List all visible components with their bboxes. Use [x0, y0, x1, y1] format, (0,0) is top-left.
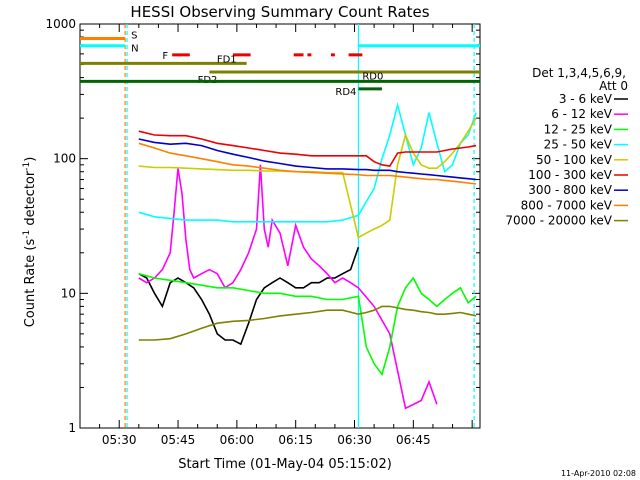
y-tick-label: 10 — [61, 286, 76, 300]
series-line — [138, 138, 477, 181]
legend-header: Det 1,3,4,5,6,9, — [532, 66, 626, 80]
legend-label: 300 - 800 keV — [528, 183, 612, 197]
series-line — [138, 246, 360, 346]
series-line — [138, 130, 477, 167]
series-line — [138, 117, 477, 239]
y-tick-label: 1000 — [45, 17, 76, 31]
y-axis-label-part2: detector — [23, 170, 38, 230]
series-line — [138, 305, 477, 341]
legend-header-att: Att 0 — [599, 79, 628, 93]
legend-label: 12 - 25 keV — [544, 122, 613, 136]
timestamp: 11-Apr-2010 02:08 — [561, 469, 636, 478]
legend-label: 3 - 6 keV — [559, 92, 613, 106]
x-tick-label: 06:30 — [337, 433, 372, 447]
series-line — [138, 142, 477, 185]
legend-label: 800 - 7000 keV — [521, 198, 613, 212]
flag-label: S — [131, 31, 137, 42]
series-line — [138, 272, 477, 377]
legend-label: 100 - 300 keV — [528, 168, 612, 182]
flag-label: FD1 — [217, 54, 237, 65]
series-line — [138, 101, 477, 223]
y-axis-label-sup1: -1 — [22, 230, 32, 239]
y-axis-label-sup2: -1 — [22, 162, 32, 171]
plot-area: 1 10 100 1000 05:30 05:45 06:00 06:15 06:30 06:45… — [45, 17, 481, 447]
x-axis-label: Start Time (01-May-04 05:15:02) — [178, 457, 392, 472]
legend-label: 7000 - 20000 keV — [505, 214, 612, 228]
flag-label: RD0 — [362, 71, 383, 82]
x-tick-label: 06:00 — [220, 433, 255, 447]
series-line — [138, 164, 438, 410]
flag-label: RD4 — [335, 87, 356, 98]
y-tick-label: 1 — [68, 421, 76, 435]
chart-title: HESSI Observing Summary Count Rates — [130, 3, 429, 21]
y-tick-label: 100 — [53, 152, 76, 166]
x-tick-label: 06:45 — [396, 433, 431, 447]
y-axis-label-part1: Count Rate (s — [23, 239, 38, 328]
legend-label: 6 - 12 keV — [551, 107, 613, 121]
flag-label: F — [162, 51, 168, 62]
flag-label: N — [131, 44, 138, 55]
y-axis-label-part3: ) — [23, 157, 38, 162]
x-tick-label: 05:45 — [161, 433, 196, 447]
x-tick-label: 05:30 — [102, 433, 137, 447]
y-axis-label: Count Rate (s-1 detector-1) — [22, 157, 38, 328]
legend-label: 25 - 50 keV — [544, 138, 613, 152]
x-tick-label: 06:15 — [278, 433, 313, 447]
legend-label: 50 - 100 keV — [536, 153, 613, 167]
plot-frame — [79, 23, 481, 429]
